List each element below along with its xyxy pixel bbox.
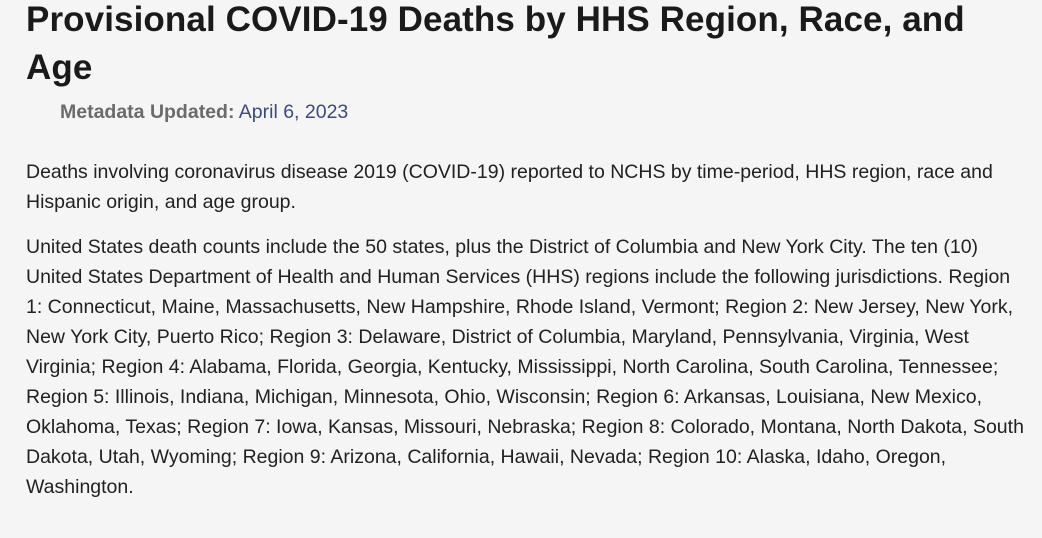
description-regions: United States death counts include the 5… bbox=[26, 236, 1024, 498]
metadata-updated: Metadata Updated: April 6, 2023 bbox=[60, 99, 348, 125]
metadata-updated-label: Metadata Updated: bbox=[60, 101, 235, 123]
description-summary: Deaths involving coronavirus disease 201… bbox=[26, 161, 993, 213]
page-title: Provisional COVID-19 Deaths by HHS Regio… bbox=[26, 0, 965, 87]
metadata-updated-date: April 6, 2023 bbox=[238, 101, 349, 123]
